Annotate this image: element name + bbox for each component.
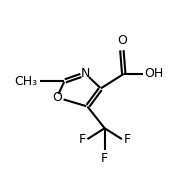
Text: OH: OH xyxy=(144,67,163,80)
Text: F: F xyxy=(78,133,86,146)
Text: O: O xyxy=(117,34,127,47)
Text: F: F xyxy=(124,133,131,146)
Text: CH₃: CH₃ xyxy=(15,75,38,88)
Text: O: O xyxy=(52,91,62,104)
Text: F: F xyxy=(101,152,108,165)
Text: N: N xyxy=(81,67,90,80)
